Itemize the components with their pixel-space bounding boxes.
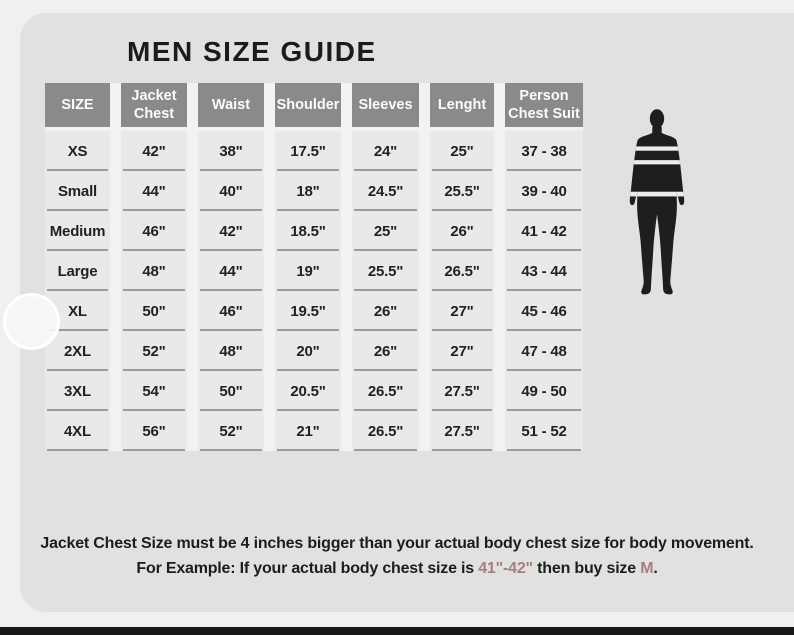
value-cell: 26.5": [352, 411, 419, 451]
size-cell: Large: [45, 251, 110, 291]
value-cell: 25.5": [430, 171, 494, 211]
value-cell: 26": [430, 211, 494, 251]
size-cell: 3XL: [45, 371, 110, 411]
table-column-waist: Waist 38" 40" 42" 44" 46" 48" 50" 52": [198, 83, 264, 451]
table-column-person-chest-suit: Person Chest Suit 37 - 38 39 - 40 41 - 4…: [505, 83, 583, 451]
value-cell: 47 - 48: [505, 331, 583, 371]
value-cell: 25.5": [352, 251, 419, 291]
value-cell: 24": [352, 131, 419, 171]
column-header: Waist: [198, 83, 264, 127]
note-line-1: Jacket Chest Size must be 4 inches bigge…: [40, 535, 754, 552]
value-cell: 41 - 42: [505, 211, 583, 251]
column-strip: 38" 40" 42" 44" 46" 48" 50" 52": [198, 131, 264, 451]
value-cell: 20.5": [275, 371, 341, 411]
size-cell: Medium: [45, 211, 110, 251]
column-header: SIZE: [45, 83, 110, 127]
value-cell: 42": [198, 211, 264, 251]
value-cell: 25": [352, 211, 419, 251]
table-column-jacket-chest: Jacket Chest 42" 44" 46" 48" 50" 52" 54"…: [121, 83, 187, 451]
value-cell: 26.5": [430, 251, 494, 291]
value-cell: 43 - 44: [505, 251, 583, 291]
column-header: Lenght: [430, 83, 494, 127]
column-strip: 17.5" 18" 18.5" 19" 19.5" 20" 20.5" 21": [275, 131, 341, 451]
value-cell: 46": [198, 291, 264, 331]
value-cell: 54": [121, 371, 187, 411]
table-column-sleeves: Sleeves 24" 24.5" 25" 25.5" 26" 26" 26.5…: [352, 83, 419, 451]
note-line-2-mid: then buy size: [532, 560, 641, 577]
value-cell: 50": [198, 371, 264, 411]
man-silhouette-figure: [624, 103, 690, 304]
value-cell: 49 - 50: [505, 371, 583, 411]
page-title: MEN SIZE GUIDE: [127, 36, 377, 67]
value-cell: 39 - 40: [505, 171, 583, 211]
value-cell: 52": [198, 411, 264, 451]
column-strip: 42" 44" 46" 48" 50" 52" 54" 56": [121, 131, 187, 451]
size-cell: 2XL: [45, 331, 110, 371]
column-header: Shoulder: [275, 83, 341, 127]
value-cell: 37 - 38: [505, 131, 583, 171]
value-cell: 48": [121, 251, 187, 291]
value-cell: 24.5": [352, 171, 419, 211]
note-line-2-suffix: .: [653, 560, 658, 577]
note-line-2: For Example: If your actual body chest s…: [0, 556, 794, 581]
column-strip: XS Small Medium Large XL 2XL 3XL 4XL: [45, 131, 110, 451]
value-cell: 27.5": [430, 411, 494, 451]
size-cell: XL: [45, 291, 110, 331]
column-strip: 24" 24.5" 25" 25.5" 26" 26" 26.5" 26.5": [352, 131, 419, 451]
value-cell: 25": [430, 131, 494, 171]
value-cell: 18.5": [275, 211, 341, 251]
column-header: Sleeves: [352, 83, 419, 127]
value-cell: 26.5": [352, 371, 419, 411]
value-cell: 20": [275, 331, 341, 371]
value-cell: 50": [121, 291, 187, 331]
watermark-circle: [3, 293, 60, 350]
value-cell: 45 - 46: [505, 291, 583, 331]
size-cell: 4XL: [45, 411, 110, 451]
value-cell: 38": [198, 131, 264, 171]
value-cell: 27": [430, 331, 494, 371]
value-cell: 19": [275, 251, 341, 291]
size-cell: Small: [45, 171, 110, 211]
table-column-shoulder: Shoulder 17.5" 18" 18.5" 19" 19.5" 20" 2…: [275, 83, 341, 451]
value-cell: 27.5": [430, 371, 494, 411]
column-strip: 37 - 38 39 - 40 41 - 42 43 - 44 45 - 46 …: [505, 131, 583, 451]
table-column-lenght: Lenght 25" 25.5" 26" 26.5" 27" 27" 27.5"…: [430, 83, 494, 451]
value-cell: 40": [198, 171, 264, 211]
size-guide-table: SIZE XS Small Medium Large XL 2XL 3XL 4X…: [45, 83, 583, 451]
note-highlight-range: 41"-42": [478, 560, 533, 577]
value-cell: 48": [198, 331, 264, 371]
value-cell: 52": [121, 331, 187, 371]
man-silhouette-icon: [629, 109, 685, 295]
column-strip: 25" 25.5" 26" 26.5" 27" 27" 27.5" 27.5": [430, 131, 494, 451]
value-cell: 42": [121, 131, 187, 171]
footnote: Jacket Chest Size must be 4 inches bigge…: [0, 531, 794, 581]
note-line-2-prefix: For Example: If your actual body chest s…: [136, 560, 479, 577]
note-highlight-size: M: [640, 560, 654, 577]
column-header: Person Chest Suit: [505, 83, 583, 127]
value-cell: 46": [121, 211, 187, 251]
value-cell: 17.5": [275, 131, 341, 171]
value-cell: 18": [275, 171, 341, 211]
size-cell: XS: [45, 131, 110, 171]
value-cell: 56": [121, 411, 187, 451]
value-cell: 44": [121, 171, 187, 211]
table-column-size: SIZE XS Small Medium Large XL 2XL 3XL 4X…: [45, 83, 110, 451]
bottom-bar: [0, 627, 794, 635]
value-cell: 26": [352, 291, 419, 331]
value-cell: 19.5": [275, 291, 341, 331]
value-cell: 44": [198, 251, 264, 291]
value-cell: 21": [275, 411, 341, 451]
value-cell: 27": [430, 291, 494, 331]
value-cell: 51 - 52: [505, 411, 583, 451]
value-cell: 26": [352, 331, 419, 371]
column-header: Jacket Chest: [121, 83, 187, 127]
